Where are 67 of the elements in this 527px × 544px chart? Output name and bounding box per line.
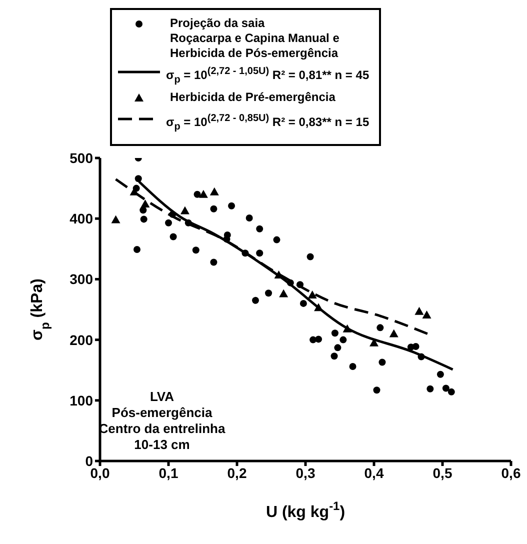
point [228, 202, 236, 210]
point [373, 386, 380, 394]
x-tick-label: 0,1 [158, 464, 178, 481]
point [140, 216, 148, 223]
point [389, 329, 398, 338]
point [342, 324, 352, 332]
point [376, 324, 384, 332]
point [246, 214, 253, 222]
point [349, 362, 356, 370]
point [300, 300, 307, 307]
y-tick-label: 200 [70, 332, 94, 348]
point [315, 336, 322, 343]
legend-label: σ$_{p}$ = 10$^{(2,72 - 0,85U)}$ R² = 0,83** n = 15 [166, 112, 370, 135]
point [414, 306, 424, 315]
point [140, 206, 147, 214]
point [436, 370, 444, 378]
point [418, 353, 425, 360]
legend-label: Herbicida de Pré-emergência [169, 90, 336, 106]
point [252, 296, 259, 304]
x-tick-label: 0,3 [296, 464, 316, 481]
y-tick-label: 300 [70, 271, 94, 288]
point [256, 225, 264, 232]
x-tick-label: 0,6 [501, 464, 521, 481]
point [331, 330, 338, 337]
y-tick-label: 100 [70, 392, 94, 408]
point [184, 219, 192, 226]
legend-label: Projeção da saia Roçacarpa e Capina Manual e Herbicida de Pós-emergência [169, 16, 340, 61]
point [412, 342, 420, 350]
point [210, 258, 218, 266]
point [306, 253, 314, 260]
point [448, 388, 455, 396]
point [223, 236, 230, 243]
point [242, 250, 249, 257]
point [256, 250, 264, 257]
point [169, 210, 176, 218]
point [279, 289, 288, 298]
x-axis-title: U (kg kg$^{-1}$) [266, 499, 346, 521]
legend-label: σ$_{p}$ = 10$^{(2,72 - 1,05U)}$ R² = 0,81** n = 45 [166, 65, 370, 88]
point [273, 236, 280, 244]
point [198, 190, 208, 198]
y-tick-label: 400 [70, 210, 94, 227]
point [134, 175, 142, 182]
x-tick-label: 0,2 [227, 464, 247, 481]
point [140, 200, 150, 208]
point [296, 281, 304, 288]
point [210, 187, 219, 196]
point [422, 310, 432, 318]
point [308, 290, 317, 298]
point [265, 290, 272, 297]
point [210, 205, 218, 212]
point [194, 190, 201, 198]
point [330, 352, 338, 360]
point [192, 246, 200, 254]
point [286, 279, 294, 286]
x-tick-label: 0,5 [432, 464, 452, 481]
point [426, 385, 434, 392]
point [180, 206, 190, 214]
point [170, 233, 177, 240]
point [165, 219, 172, 226]
point [442, 384, 450, 392]
y-tick-label: 500 [70, 150, 94, 166]
point [111, 215, 120, 224]
point [340, 336, 347, 344]
point [378, 358, 386, 366]
point [133, 246, 140, 254]
point [334, 344, 342, 352]
x-tick-label: 0,4 [364, 464, 384, 481]
